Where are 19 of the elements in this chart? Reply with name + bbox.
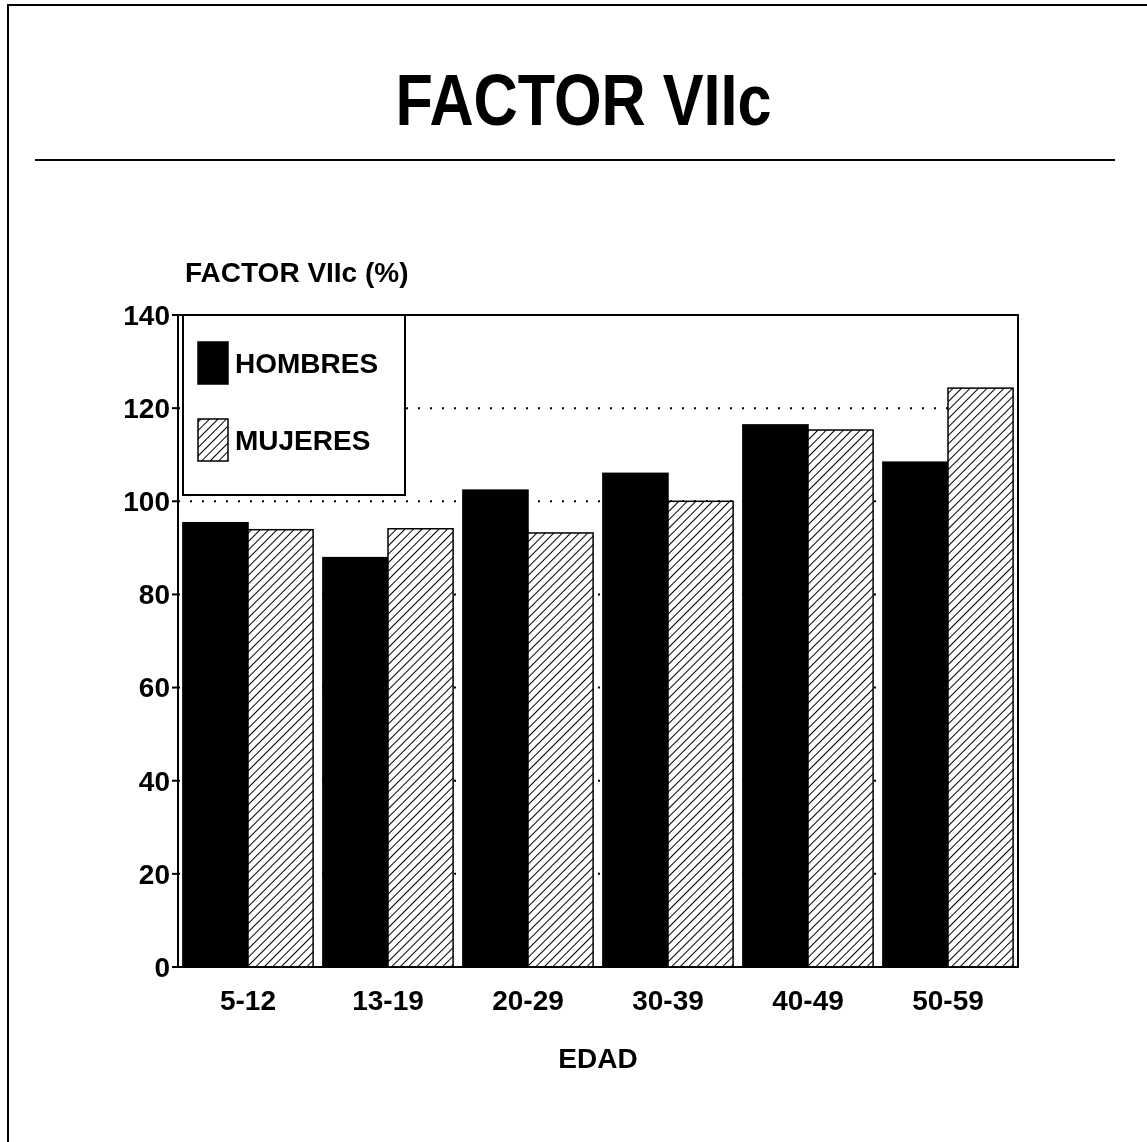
y-axis-title: FACTOR VIIc (%) bbox=[185, 257, 409, 288]
chart-title: FACTOR VIIc bbox=[395, 60, 772, 141]
y-tick-label: 40 bbox=[138, 765, 170, 797]
y-tick-label: 100 bbox=[123, 486, 170, 518]
x-tick-label: 5-12 bbox=[219, 985, 277, 1016]
y-tick-label: 20 bbox=[138, 858, 170, 890]
y-tick-label: 0 bbox=[154, 951, 170, 983]
x-tick-label: 13-19 bbox=[352, 985, 424, 1016]
x-tick-label: 20-29 bbox=[492, 985, 564, 1016]
x-tick-label: 30-39 bbox=[632, 985, 704, 1016]
x-axis-title: EDAD bbox=[558, 1043, 638, 1074]
y-tick-label: 120 bbox=[123, 392, 170, 424]
x-tick-label: 40-49 bbox=[772, 985, 844, 1016]
y-tick-label: 80 bbox=[138, 579, 170, 611]
y-tick-label: 60 bbox=[138, 672, 170, 704]
legend-label: MUJERES bbox=[235, 424, 371, 456]
y-tick-label: 140 bbox=[123, 299, 170, 331]
legend-label: HOMBRES bbox=[235, 347, 379, 379]
x-tick-label: 50-59 bbox=[912, 985, 984, 1016]
